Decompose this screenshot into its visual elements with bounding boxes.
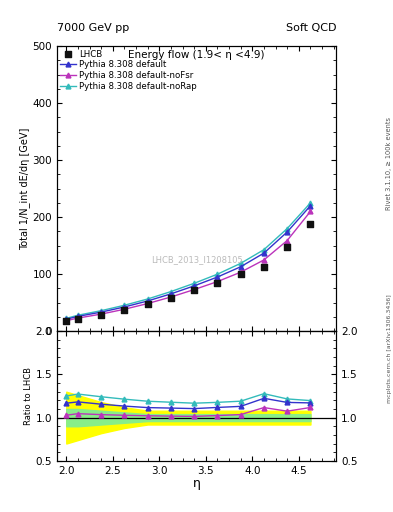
Pythia 8.308 default-noRap <box>145 296 150 302</box>
Pythia 8.308 default-noRap <box>99 308 103 314</box>
Pythia 8.308 default <box>75 313 80 319</box>
Pythia 8.308 default <box>99 309 103 315</box>
Pythia 8.308 default-noFsr <box>285 238 290 244</box>
Pythia 8.308 default <box>262 250 266 256</box>
Pythia 8.308 default-noFsr <box>238 269 243 275</box>
Pythia 8.308 default-noFsr <box>215 279 220 285</box>
Pythia 8.308 default-noRap <box>169 288 173 294</box>
Pythia 8.308 default-noFsr <box>64 317 69 324</box>
Pythia 8.308 default <box>285 229 290 235</box>
LHCB <box>63 317 70 325</box>
LHCB <box>237 270 244 279</box>
Pythia 8.308 default-noRap <box>122 302 127 308</box>
LHCB <box>214 279 220 287</box>
Pythia 8.308 default-noRap <box>215 271 220 278</box>
LHCB <box>284 243 290 251</box>
Text: LHCB_2013_I1208105: LHCB_2013_I1208105 <box>151 255 242 264</box>
Pythia 8.308 default-noRap <box>64 315 69 322</box>
Pythia 8.308 default-noRap <box>308 200 313 206</box>
Pythia 8.308 default-noRap <box>192 280 196 286</box>
Pythia 8.308 default-noFsr <box>145 301 150 307</box>
Pythia 8.308 default <box>145 298 150 304</box>
Text: mcplots.cern.ch [arXiv:1306.3436]: mcplots.cern.ch [arXiv:1306.3436] <box>387 294 392 402</box>
LHCB <box>307 220 314 228</box>
LHCB <box>98 311 104 319</box>
Pythia 8.308 default-noFsr <box>192 287 196 293</box>
Pythia 8.308 default <box>64 316 69 322</box>
Pythia 8.308 default-noFsr <box>122 306 127 312</box>
Text: Rivet 3.1.10, ≥ 100k events: Rivet 3.1.10, ≥ 100k events <box>386 117 392 210</box>
LHCB <box>261 263 267 271</box>
Pythia 8.308 default-noFsr <box>169 294 173 300</box>
Line: Pythia 8.308 default-noRap: Pythia 8.308 default-noRap <box>64 201 313 321</box>
Text: 7000 GeV pp: 7000 GeV pp <box>57 23 129 33</box>
LHCB <box>75 314 81 323</box>
LHCB <box>121 306 128 314</box>
Pythia 8.308 default <box>238 264 243 270</box>
Pythia 8.308 default <box>215 274 220 280</box>
Line: Pythia 8.308 default: Pythia 8.308 default <box>64 203 313 322</box>
Pythia 8.308 default-noFsr <box>308 208 313 215</box>
LHCB <box>191 286 197 294</box>
Text: Soft QCD: Soft QCD <box>286 23 336 33</box>
Pythia 8.308 default-noRap <box>285 225 290 231</box>
LHCB <box>168 293 174 302</box>
Pythia 8.308 default <box>169 291 173 297</box>
X-axis label: η: η <box>193 477 200 490</box>
Pythia 8.308 default <box>122 304 127 310</box>
Pythia 8.308 default <box>192 283 196 289</box>
Legend: LHCB, Pythia 8.308 default, Pythia 8.308 default-noFsr, Pythia 8.308 default-noR: LHCB, Pythia 8.308 default, Pythia 8.308… <box>59 48 199 92</box>
Pythia 8.308 default-noRap <box>238 260 243 266</box>
Y-axis label: Total 1/N_int dE/dη [GeV]: Total 1/N_int dE/dη [GeV] <box>19 127 30 250</box>
Pythia 8.308 default-noRap <box>262 247 266 253</box>
Pythia 8.308 default <box>308 203 313 209</box>
Text: Energy flow (1.9< η <4.9): Energy flow (1.9< η <4.9) <box>128 50 265 60</box>
Y-axis label: Ratio to LHCB: Ratio to LHCB <box>24 367 33 425</box>
Pythia 8.308 default-noFsr <box>75 315 80 321</box>
LHCB <box>145 300 151 308</box>
Pythia 8.308 default-noFsr <box>262 257 266 263</box>
Pythia 8.308 default-noFsr <box>99 311 103 317</box>
Pythia 8.308 default-noRap <box>75 312 80 318</box>
Line: Pythia 8.308 default-noFsr: Pythia 8.308 default-noFsr <box>64 209 313 323</box>
